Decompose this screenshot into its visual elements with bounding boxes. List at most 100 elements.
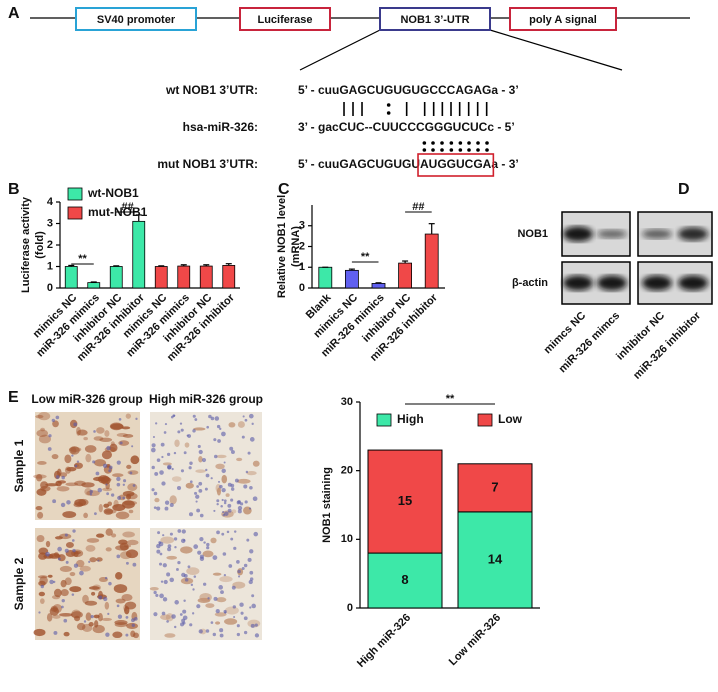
tissue-nucleus [236, 500, 241, 505]
blot-row-label: β-actin [512, 277, 548, 289]
tissue-nucleus [180, 622, 185, 627]
y-axis-label: NOB1 staining [321, 467, 333, 543]
tissue-cell [225, 493, 230, 497]
tissue-nucleus [196, 485, 200, 488]
tissue-cell [59, 565, 72, 573]
tissue-nucleus [122, 496, 125, 500]
construct-label: SV40 promoter [97, 14, 176, 26]
tissue-nucleus [94, 512, 97, 516]
tissue-nucleus [180, 469, 185, 473]
tissue-nucleus [169, 502, 174, 508]
tissue-nucleus [65, 560, 69, 564]
tissue-nucleus [213, 509, 216, 512]
tissue-nucleus [233, 546, 237, 550]
tissue-nucleus [233, 530, 237, 533]
tissue-nucleus [151, 465, 155, 470]
tissue-nucleus [206, 542, 210, 547]
tissue-cell [47, 574, 53, 578]
x-tick-label: High miR-326 [355, 612, 413, 670]
tissue-cell [121, 593, 133, 602]
tissue-nucleus [93, 430, 96, 433]
tissue-nucleus [248, 507, 252, 510]
tissue-nucleus [161, 481, 166, 486]
panel-label: E [8, 389, 19, 406]
tissue-nucleus [192, 612, 195, 615]
tissue-nucleus [61, 605, 64, 609]
tissue-nucleus [166, 452, 171, 456]
tissue-nucleus [167, 544, 172, 548]
tissue-cell [111, 473, 124, 478]
tissue-nucleus [66, 500, 71, 505]
tissue-nucleus [205, 468, 208, 472]
tissue-cell [38, 552, 48, 560]
tissue-nucleus [233, 616, 236, 619]
tissue-cell [126, 539, 139, 546]
sequence: 5’ - cuuGAGCUGUGU [298, 157, 420, 171]
bar [424, 233, 439, 289]
tissue-nucleus [219, 484, 223, 489]
tissue-nucleus [242, 415, 245, 418]
tissue-cell [105, 547, 112, 552]
tissue-nucleus [208, 414, 212, 419]
blot-band [642, 275, 672, 291]
tissue-cell [40, 427, 45, 432]
tissue-cell [53, 588, 62, 598]
tissue-nucleus [247, 557, 252, 562]
tissue-nucleus [60, 502, 66, 508]
tissue-nucleus [57, 557, 61, 561]
tissue-cell [93, 476, 106, 482]
tissue-nucleus [183, 539, 186, 542]
tissue-nucleus [177, 529, 182, 533]
tissue-cell [38, 434, 51, 444]
tissue-cell [74, 498, 87, 507]
tissue-nucleus [223, 573, 227, 577]
tissue-nucleus [243, 630, 248, 635]
tissue-cell [84, 445, 97, 453]
tissue-nucleus [249, 606, 252, 609]
tissue-cell [69, 446, 80, 455]
tissue-nucleus [251, 422, 254, 425]
tissue-nucleus [217, 480, 221, 483]
tissue-nucleus [95, 471, 100, 476]
tissue-nucleus [162, 534, 165, 537]
tissue-cell [92, 624, 105, 634]
tissue-nucleus [131, 445, 134, 448]
tissue-cell [35, 473, 43, 482]
tissue-cell [113, 584, 128, 593]
tissue-nucleus [189, 623, 193, 627]
bar-segment [457, 463, 533, 513]
mismatch-dot [422, 148, 427, 152]
mismatch-dot [431, 148, 435, 152]
tissue-nucleus [252, 496, 258, 502]
image-column-title: High miR-326 group [149, 392, 263, 406]
tissue-cell [154, 497, 160, 503]
tissue-nucleus [153, 590, 157, 595]
tissue-nucleus [248, 579, 253, 585]
tissue-nucleus [221, 431, 226, 437]
tissue-cell [89, 557, 97, 563]
legend-label: High [397, 412, 424, 426]
y-tick-label: 0 [347, 602, 353, 614]
tissue-nucleus [106, 492, 110, 496]
tissue-nucleus [189, 461, 193, 466]
tissue-cell [36, 534, 45, 543]
tissue-cell [38, 591, 46, 597]
mismatch-dot [476, 148, 480, 152]
tissue-nucleus [189, 480, 193, 484]
tissue-cell [126, 464, 132, 470]
tissue-cell [123, 500, 138, 506]
tissue-cell [228, 422, 236, 428]
tissue-nucleus [220, 504, 223, 508]
tissue-nucleus [248, 413, 254, 419]
tissue-nucleus [151, 488, 155, 492]
tissue-nucleus [250, 623, 255, 628]
tissue-nucleus [241, 566, 245, 570]
wobble-dot [386, 111, 391, 115]
tissue-nucleus [176, 485, 182, 491]
bar-segment [367, 449, 443, 554]
tissue-cell [215, 463, 225, 470]
tissue-nucleus [74, 464, 78, 468]
tissue-nucleus [254, 633, 260, 638]
tissue-nucleus [184, 578, 189, 582]
